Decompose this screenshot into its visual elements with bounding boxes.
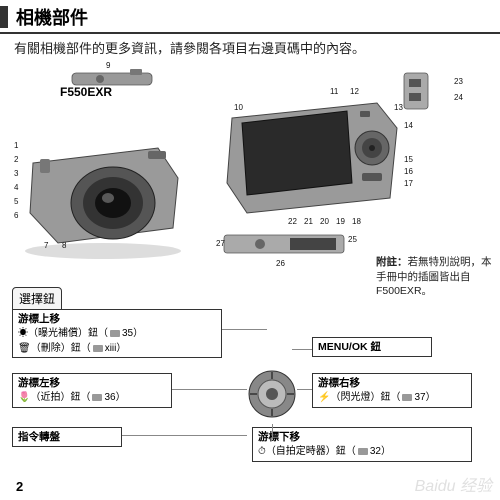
command-dial-label: 指令轉盤 <box>18 431 60 443</box>
selector-title: 選擇鈕 <box>12 287 62 310</box>
cursor-down-heading: 游標下移 <box>258 431 300 443</box>
camera-connector-view <box>400 69 448 113</box>
delete-page: xiii <box>105 343 117 354</box>
callout-14: 14 <box>404 121 413 130</box>
cursor-right-box: 游標右移 ⚡（閃光燈）鈕（37） <box>312 373 472 408</box>
callout-21: 21 <box>304 217 313 226</box>
callout-18: 18 <box>352 217 361 226</box>
callout-5: 5 <box>14 197 18 206</box>
cursor-left-heading: 游標左移 <box>18 377 60 389</box>
connector-line <box>297 389 312 390</box>
callout-20: 20 <box>320 217 329 226</box>
selector-dial-icon <box>247 369 297 419</box>
delete-text: （刪除）鈕（ <box>31 343 91 354</box>
menu-ok-label: MENU/OK 鈕 <box>318 341 381 353</box>
connector-line <box>272 424 273 439</box>
camera-back-view <box>212 93 412 223</box>
flash-text: （閃光燈）鈕（ <box>330 392 400 403</box>
exposure-page: 35 <box>122 328 133 339</box>
callout-23: 23 <box>454 77 463 86</box>
note-model: F500EXR。 <box>376 285 432 297</box>
timer-icon: ⏱ <box>258 446 266 457</box>
callout-8: 8 <box>62 241 66 250</box>
page-title: 相機部件 <box>16 4 88 30</box>
callout-25: 25 <box>348 235 357 244</box>
callout-22: 22 <box>288 217 297 226</box>
selector-section: 選擇鈕 游標上移 ☀（曝光補償）鈕（35） 🗑（刪除）鈕（xiii） MENU/… <box>12 287 488 479</box>
cursor-down-box: 游標下移 ⏱（自拍定時器）鈕（32） <box>252 427 472 462</box>
exposure-text: （曝光補償）鈕（ <box>28 328 108 339</box>
timer-text: （自拍定時器）鈕（ <box>266 446 356 457</box>
callout-16: 16 <box>404 167 413 176</box>
book-icon <box>402 394 412 401</box>
macro-icon: 🌷 <box>18 392 30 403</box>
callout-15: 15 <box>404 155 413 164</box>
callout-26: 26 <box>276 259 285 268</box>
macro-page: 36 <box>104 392 115 403</box>
cursor-right-heading: 游標右移 <box>318 377 360 389</box>
macro-text: （近拍）鈕（ <box>30 392 90 403</box>
connector-line <box>172 389 247 390</box>
camera-diagram-area: F550EXR 9 1 2 3 4 5 6 7 8 10 11 12 13 14… <box>0 63 500 283</box>
callout-27: 27 <box>216 239 225 248</box>
command-dial-box: 指令轉盤 <box>12 427 122 447</box>
page-number: 2 <box>16 479 23 494</box>
book-icon <box>358 448 368 455</box>
flash-icon: ⚡ <box>318 392 330 403</box>
callout-11: 11 <box>330 87 338 96</box>
callout-6: 6 <box>14 211 18 220</box>
note-block: 附註：若無特別說明，本手冊中的插圖皆出自 F500EXR。 <box>376 255 496 299</box>
connector-line <box>122 435 247 436</box>
callout-17: 17 <box>404 179 413 188</box>
cursor-left-box: 游標左移 🌷（近拍）鈕（36） <box>12 373 172 408</box>
book-icon <box>110 330 120 337</box>
callout-12: 12 <box>350 87 359 96</box>
callout-7: 7 <box>44 241 48 250</box>
watermark: Baidu 经验 <box>415 472 492 496</box>
header-accent-bar <box>0 6 8 28</box>
connector-line <box>292 349 312 350</box>
timer-page: 32 <box>370 446 381 457</box>
note-label: 附註： <box>376 256 408 268</box>
cursor-up-box: 游標上移 ☀（曝光補償）鈕（35） 🗑（刪除）鈕（xiii） <box>12 309 222 358</box>
flash-page: 37 <box>414 392 425 403</box>
book-icon <box>92 394 102 401</box>
delete-icon: 🗑 <box>18 343 31 354</box>
book-icon <box>93 345 103 352</box>
callout-1: 1 <box>14 141 18 150</box>
cursor-up-heading: 游標上移 <box>18 313 60 325</box>
callout-24: 24 <box>454 93 463 102</box>
exposure-icon: ☀ <box>18 328 28 339</box>
callout-9: 9 <box>106 61 110 70</box>
callout-2: 2 <box>14 155 18 164</box>
callout-19: 19 <box>336 217 345 226</box>
camera-bottom-view <box>220 231 360 259</box>
callout-3: 3 <box>14 169 18 178</box>
connector-line <box>222 329 267 330</box>
callout-4: 4 <box>14 183 18 192</box>
menu-ok-box: MENU/OK 鈕 <box>312 337 432 357</box>
camera-top-view-icon <box>70 67 160 89</box>
subtitle-text: 有關相機部件的更多資訊，請參閱各項目右邊頁碼中的內容。 <box>0 38 500 63</box>
callout-10: 10 <box>234 103 243 112</box>
